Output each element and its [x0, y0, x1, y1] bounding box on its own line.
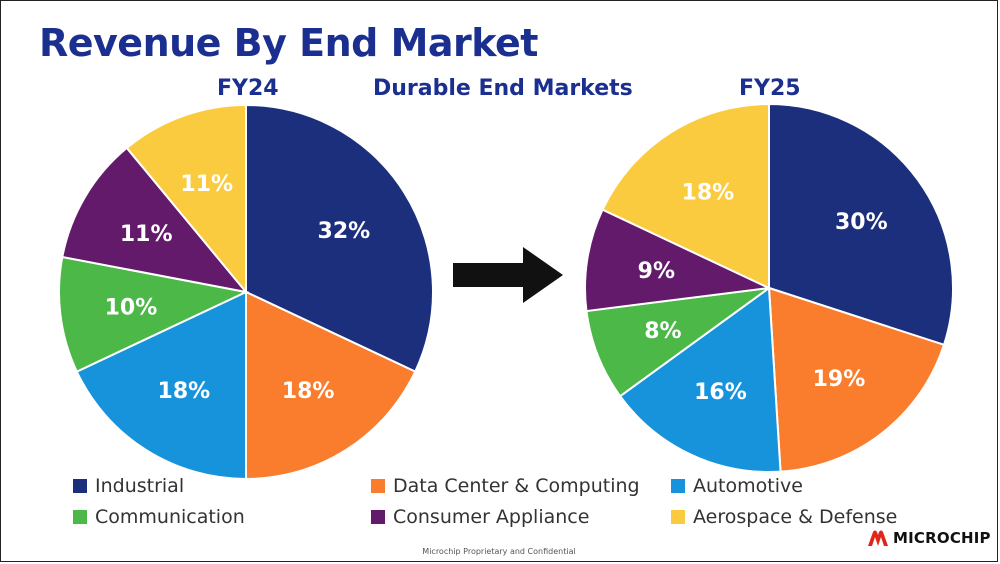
- legend-label: Automotive: [693, 475, 803, 497]
- legend-label: Aerospace & Defense: [693, 506, 898, 528]
- pie-slice-aerospace-defense: [125, 103, 247, 295]
- legend-item-aerospace-defense: Aerospace & Defense: [671, 506, 897, 528]
- legend-swatch: [73, 479, 87, 493]
- legend-item-data-center: Data Center & Computing: [371, 475, 640, 497]
- logo-text: MICROCHIP: [893, 529, 991, 547]
- pie-data-label: 10%: [105, 296, 158, 321]
- legend-swatch: [371, 479, 385, 493]
- pie-data-label: 32%: [318, 219, 371, 244]
- pie-data-label: 8%: [644, 319, 681, 344]
- pie-slice-industrial: [768, 102, 954, 347]
- legend-label: Industrial: [95, 475, 185, 497]
- fy25-chart-title: FY25: [739, 76, 801, 101]
- pie-slice-consumer-appliance: [584, 208, 773, 313]
- pie-slice-automotive: [618, 286, 782, 473]
- pie-data-label: 18%: [282, 379, 335, 404]
- footer-text: Microchip Proprietary and Confidential: [422, 547, 576, 556]
- pie-slice-aerospace-defense: [601, 102, 770, 290]
- pie-slice-industrial: [245, 103, 434, 373]
- legend-item-communication: Communication: [73, 506, 245, 528]
- pie-slice-consumer-appliance: [61, 146, 249, 294]
- pie-slice-communication: [585, 287, 770, 398]
- legend-label: Consumer Appliance: [393, 506, 590, 528]
- legend-item-industrial: Industrial: [73, 475, 184, 497]
- pie-data-label: 30%: [835, 210, 888, 235]
- pie-data-label: 18%: [158, 379, 211, 404]
- pie-slice-communication: [58, 255, 250, 373]
- pie-data-label: 11%: [180, 172, 233, 197]
- pie-fy24: 32% 18% 18% 10% 11% 11%: [58, 103, 434, 481]
- pie-data-label: 9%: [638, 259, 675, 284]
- legend-swatch: [73, 510, 87, 524]
- microchip-logo-icon: [868, 530, 888, 546]
- pie-data-label: 18%: [682, 181, 735, 206]
- pie-slice-data-center-computing: [767, 286, 946, 473]
- legend-swatch: [671, 510, 685, 524]
- pie-data-label: 19%: [813, 367, 866, 392]
- pie-slice-automotive: [75, 290, 247, 481]
- fy24-chart-title: FY24: [217, 76, 279, 101]
- pie-slice-data-center-computing: [245, 290, 417, 481]
- page-title: Revenue By End Market: [39, 21, 538, 65]
- right-arrow-icon: [453, 247, 563, 303]
- subtitle: Durable End Markets: [373, 76, 633, 101]
- legend-label: Data Center & Computing: [393, 475, 640, 497]
- legend-swatch: [371, 510, 385, 524]
- pie-data-label: 16%: [694, 380, 747, 405]
- legend-item-automotive: Automotive: [671, 475, 803, 497]
- legend-label: Communication: [95, 506, 245, 528]
- legend-swatch: [671, 479, 685, 493]
- legend: Industrial Data Center & Computing Autom…: [73, 475, 953, 537]
- pie-fy25: 30% 19% 16% 8% 9% 18%: [584, 102, 954, 473]
- pie-data-label: 11%: [120, 222, 173, 247]
- microchip-logo: MICROCHIP: [867, 529, 991, 547]
- legend-item-consumer-appliance: Consumer Appliance: [371, 506, 589, 528]
